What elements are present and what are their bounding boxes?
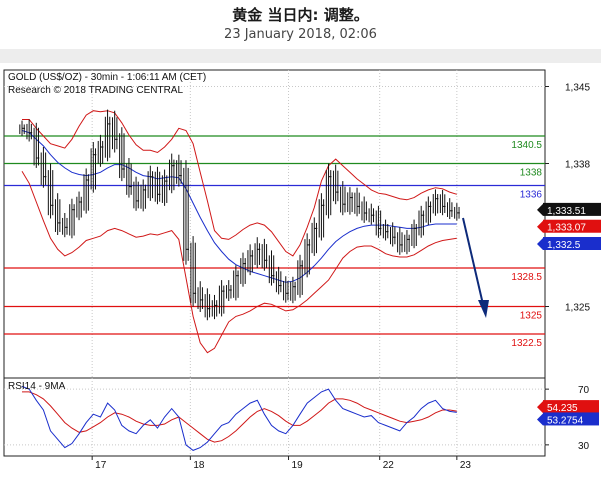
page-title: 黄金 当日内: 调整。 xyxy=(232,6,369,24)
price-badge-pointer-2 xyxy=(537,238,543,250)
price-source-line: Research © 2018 TRADING CENTRAL xyxy=(8,85,183,96)
x-axis: 17 18 19 22 23 xyxy=(91,456,472,471)
price-badge-bg-2 xyxy=(543,237,601,250)
level-label-1338: 1338 xyxy=(520,168,543,179)
price-badge-label-0: 1,333.51 xyxy=(547,206,586,217)
bollinger-upper-line xyxy=(22,110,457,257)
rsi-badge-label-1: 53.2754 xyxy=(547,415,584,426)
price-badge-pointer-1 xyxy=(537,220,543,233)
rsi-lines xyxy=(21,385,457,451)
rsi-badge-pointer-1 xyxy=(537,413,543,426)
rsi-grid xyxy=(4,378,545,456)
rsi-label: RSI14 - 9MA xyxy=(8,381,66,392)
price-badges: 1,333.51 1,333.07 1,332.5 xyxy=(537,202,601,251)
level-label-1325: 1325 xyxy=(520,311,543,322)
rsi-y-tick-label-70: 70 xyxy=(578,385,590,396)
rsi-panel-frame xyxy=(3,377,546,457)
price-badge-bg-1 xyxy=(543,219,601,233)
x-tick-label-18: 18 xyxy=(193,460,205,471)
level-label-1340.5: 1340.5 xyxy=(511,140,542,151)
price-bars xyxy=(19,109,460,321)
level-label-1322.5: 1322.5 xyxy=(511,338,542,349)
rsi-ma-line xyxy=(22,391,457,443)
price-badge-label-1: 1,333.07 xyxy=(547,223,586,234)
header-band xyxy=(0,49,601,63)
price-y-tick-label-0: 1,345 xyxy=(565,83,590,94)
page-subtitle: 23 January 2018, 02:06 xyxy=(224,27,377,42)
rsi-line xyxy=(21,385,457,451)
rsi-y-axis: 70 30 xyxy=(545,385,590,452)
price-info-line: GOLD (US$/OZ) - 30min - 1:06:11 AM (CET) xyxy=(8,72,206,83)
rsi-badge-pointer-0 xyxy=(537,401,543,414)
x-tick-label-19: 19 xyxy=(292,460,304,471)
price-badge-bg-0 xyxy=(543,202,601,216)
price-badge-label-2: 1,332.5 xyxy=(547,240,581,251)
rsi-y-tick-label-30: 30 xyxy=(578,441,590,452)
x-tick-label-22: 22 xyxy=(383,460,395,471)
price-y-tick-label-2: 1,325 xyxy=(565,303,590,314)
rsi-badge-label-0: 54.235 xyxy=(547,403,578,414)
rsi-badge-bg-0 xyxy=(543,400,599,414)
level-label-1336: 1336 xyxy=(520,190,543,201)
x-tick-label-23: 23 xyxy=(460,460,472,471)
price-bands xyxy=(21,110,457,354)
level-label-1328.5: 1328.5 xyxy=(511,272,542,283)
price-badge-pointer-0 xyxy=(537,203,543,216)
moving-average-line xyxy=(21,130,457,283)
price-y-axis: 1,345 1,338 1,325 xyxy=(545,83,590,314)
bollinger-lower-line xyxy=(21,170,457,354)
x-tick-label-17: 17 xyxy=(95,460,107,471)
arrow-head-icon xyxy=(478,300,489,318)
price-levels: 1340.5 1338 1336 1328.5 1325 1322.5 xyxy=(4,135,545,349)
forecast-arrow xyxy=(462,217,489,318)
rsi-badge-bg-1 xyxy=(543,412,599,426)
price-y-tick-label-1: 1,338 xyxy=(565,160,590,171)
